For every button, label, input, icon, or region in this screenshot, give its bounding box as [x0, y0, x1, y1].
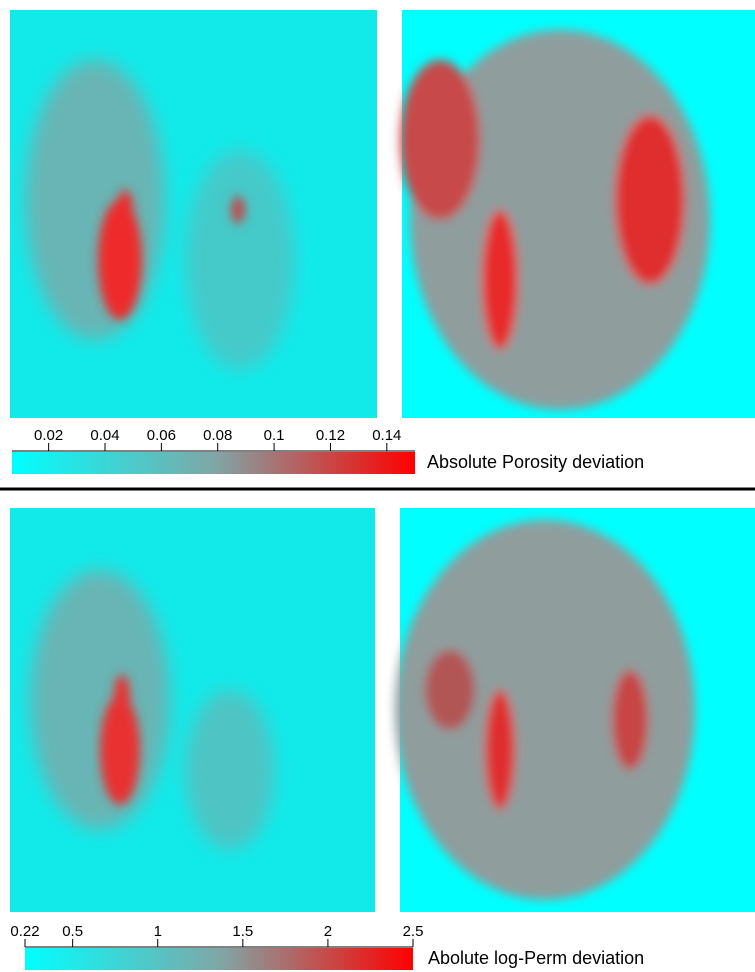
- tick-label: 2: [324, 923, 332, 940]
- tick-label: 0.02: [34, 427, 63, 444]
- perm-map-b: [395, 508, 755, 912]
- tick-label: 0.04: [90, 427, 119, 444]
- tick-label: 0.12: [316, 427, 345, 444]
- perm-map-a: [10, 508, 375, 912]
- tick-label: 0.1: [264, 427, 285, 444]
- tick-label: 2.5: [403, 923, 424, 940]
- tick-label: 0.22: [10, 923, 39, 940]
- colorbar-label: Abolute log-Perm deviation: [428, 948, 644, 968]
- colorbar-label: Absolute Porosity deviation: [427, 452, 644, 472]
- porosity-map-a: [10, 10, 377, 418]
- tick-label: 0.14: [372, 427, 401, 444]
- colorbar: [12, 452, 415, 474]
- tick-label: 0.08: [203, 427, 232, 444]
- tick-label: 1: [154, 923, 162, 940]
- tick-label: 0.06: [147, 427, 176, 444]
- colorbar: [25, 948, 413, 970]
- tick-label: 0.5: [62, 923, 83, 940]
- porosity-map-b: [400, 10, 755, 418]
- tick-label: 1.5: [232, 923, 253, 940]
